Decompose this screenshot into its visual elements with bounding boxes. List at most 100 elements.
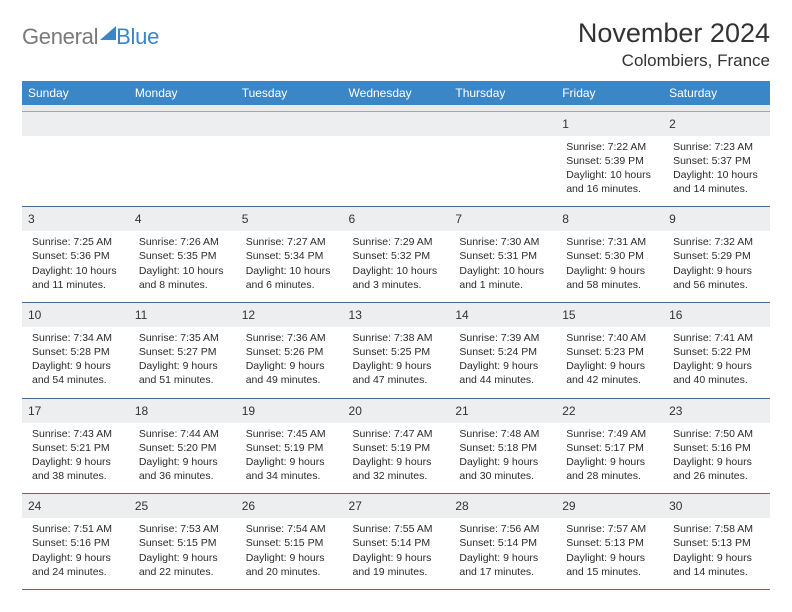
sunrise-line: Sunrise: 7:22 AM bbox=[566, 140, 653, 154]
day-cell: Sunrise: 7:57 AMSunset: 5:13 PMDaylight:… bbox=[556, 518, 663, 589]
day-number-cell: 5 bbox=[236, 207, 343, 232]
day-number-cell: 21 bbox=[449, 398, 556, 423]
daynum-row: 12 bbox=[22, 111, 770, 136]
day-number-cell bbox=[129, 111, 236, 136]
day-number: 11 bbox=[135, 308, 147, 322]
day-cell: Sunrise: 7:43 AMSunset: 5:21 PMDaylight:… bbox=[22, 423, 129, 494]
daylight-line2: and 14 minutes. bbox=[673, 182, 760, 196]
sunset-line: Sunset: 5:39 PM bbox=[566, 154, 653, 168]
day-number-cell bbox=[236, 111, 343, 136]
sunset-line: Sunset: 5:23 PM bbox=[566, 345, 653, 359]
daylight-line2: and 11 minutes. bbox=[32, 278, 119, 292]
sunset-line: Sunset: 5:21 PM bbox=[32, 441, 119, 455]
daylight-line2: and 42 minutes. bbox=[566, 373, 653, 387]
sunset-line: Sunset: 5:14 PM bbox=[353, 536, 440, 550]
daylight-line1: Daylight: 10 hours bbox=[566, 168, 653, 182]
day-cell: Sunrise: 7:47 AMSunset: 5:19 PMDaylight:… bbox=[343, 423, 450, 494]
day-number: 7 bbox=[455, 212, 462, 226]
day-number: 13 bbox=[349, 308, 362, 322]
daylight-line1: Daylight: 9 hours bbox=[246, 551, 333, 565]
day-number-cell bbox=[22, 111, 129, 136]
daylight-line1: Daylight: 9 hours bbox=[353, 455, 440, 469]
sunrise-line: Sunrise: 7:57 AM bbox=[566, 522, 653, 536]
day-cell: Sunrise: 7:56 AMSunset: 5:14 PMDaylight:… bbox=[449, 518, 556, 589]
sunset-line: Sunset: 5:31 PM bbox=[459, 249, 546, 263]
sunset-line: Sunset: 5:24 PM bbox=[459, 345, 546, 359]
weekday-header: Monday bbox=[129, 81, 236, 105]
sunrise-line: Sunrise: 7:51 AM bbox=[32, 522, 119, 536]
sunset-line: Sunset: 5:37 PM bbox=[673, 154, 760, 168]
day-info-row: Sunrise: 7:51 AMSunset: 5:16 PM Daylight:… bbox=[22, 518, 770, 589]
daylight-line1: Daylight: 9 hours bbox=[673, 455, 760, 469]
daylight-line2: and 8 minutes. bbox=[139, 278, 226, 292]
day-number: 17 bbox=[28, 404, 41, 418]
day-number: 8 bbox=[562, 212, 569, 226]
sunrise-line: Sunrise: 7:35 AM bbox=[139, 331, 226, 345]
day-number-cell: 17 bbox=[22, 398, 129, 423]
day-number-cell bbox=[449, 111, 556, 136]
daynum-row: 3456789 bbox=[22, 207, 770, 232]
day-number-cell: 13 bbox=[343, 302, 450, 327]
page-header: General Blue November 2024 Colombiers, F… bbox=[22, 18, 770, 71]
sunrise-line: Sunrise: 7:48 AM bbox=[459, 427, 546, 441]
sunset-line: Sunset: 5:27 PM bbox=[139, 345, 226, 359]
daylight-line1: Daylight: 9 hours bbox=[246, 359, 333, 373]
weekday-header: Wednesday bbox=[343, 81, 450, 105]
daylight-line1: Daylight: 9 hours bbox=[459, 455, 546, 469]
day-number-cell: 27 bbox=[343, 494, 450, 519]
sunset-line: Sunset: 5:35 PM bbox=[139, 249, 226, 263]
day-cell: Sunrise: 7:41 AMSunset: 5:22 PMDaylight:… bbox=[663, 327, 770, 398]
day-number-cell: 4 bbox=[129, 207, 236, 232]
daylight-line1: Daylight: 9 hours bbox=[673, 264, 760, 278]
daylight-line2: and 54 minutes. bbox=[32, 373, 119, 387]
day-cell: Sunrise: 7:32 AMSunset: 5:29 PMDaylight:… bbox=[663, 231, 770, 302]
day-number: 30 bbox=[669, 499, 682, 513]
sunrise-line: Sunrise: 7:45 AM bbox=[246, 427, 333, 441]
day-cell bbox=[343, 136, 450, 207]
day-number-cell: 19 bbox=[236, 398, 343, 423]
sunrise-line: Sunrise: 7:29 AM bbox=[353, 235, 440, 249]
day-number-cell bbox=[343, 111, 450, 136]
daylight-line2: and 47 minutes. bbox=[353, 373, 440, 387]
sunrise-line: Sunrise: 7:47 AM bbox=[353, 427, 440, 441]
sunrise-line: Sunrise: 7:27 AM bbox=[246, 235, 333, 249]
day-number-cell: 26 bbox=[236, 494, 343, 519]
daylight-line2: and 32 minutes. bbox=[353, 469, 440, 483]
day-number-cell: 16 bbox=[663, 302, 770, 327]
sunrise-line: Sunrise: 7:30 AM bbox=[459, 235, 546, 249]
day-cell: Sunrise: 7:38 AMSunset: 5:25 PMDaylight:… bbox=[343, 327, 450, 398]
daylight-line2: and 51 minutes. bbox=[139, 373, 226, 387]
day-number: 22 bbox=[562, 404, 575, 418]
sunrise-line: Sunrise: 7:38 AM bbox=[353, 331, 440, 345]
day-cell: Sunrise: 7:36 AMSunset: 5:26 PMDaylight:… bbox=[236, 327, 343, 398]
daylight-line1: Daylight: 9 hours bbox=[673, 359, 760, 373]
sunset-line: Sunset: 5:29 PM bbox=[673, 249, 760, 263]
daylight-line2: and 44 minutes. bbox=[459, 373, 546, 387]
day-cell: Sunrise: 7:50 AMSunset: 5:16 PMDaylight:… bbox=[663, 423, 770, 494]
day-number: 15 bbox=[562, 308, 575, 322]
day-number-cell: 10 bbox=[22, 302, 129, 327]
sunset-line: Sunset: 5:16 PM bbox=[32, 536, 119, 550]
sunrise-line: Sunrise: 7:36 AM bbox=[246, 331, 333, 345]
day-cell: Sunrise: 7:53 AMSunset: 5:15 PMDaylight:… bbox=[129, 518, 236, 589]
day-info-row: Sunrise: 7:25 AMSunset: 5:36 PMDaylight:… bbox=[22, 231, 770, 302]
day-number-cell: 24 bbox=[22, 494, 129, 519]
sunrise-line: Sunrise: 7:40 AM bbox=[566, 331, 653, 345]
daylight-line2: and 56 minutes. bbox=[673, 278, 760, 292]
day-cell: Sunrise: 7:45 AMSunset: 5:19 PMDaylight:… bbox=[236, 423, 343, 494]
day-cell: Sunrise: 7:58 AMSunset: 5:13 PMDaylight:… bbox=[663, 518, 770, 589]
day-cell: Sunrise: 7:22 AMSunset: 5:39 PMDaylight:… bbox=[556, 136, 663, 207]
day-number: 9 bbox=[669, 212, 676, 226]
day-number: 5 bbox=[242, 212, 249, 226]
location-label: Colombiers, France bbox=[578, 51, 770, 71]
day-number-cell: 25 bbox=[129, 494, 236, 519]
daylight-line2: and 34 minutes. bbox=[246, 469, 333, 483]
day-number-cell: 2 bbox=[663, 111, 770, 136]
day-cell: Sunrise: 7:48 AMSunset: 5:18 PMDaylight:… bbox=[449, 423, 556, 494]
month-title: November 2024 bbox=[578, 18, 770, 49]
day-number-cell: 29 bbox=[556, 494, 663, 519]
sunset-line: Sunset: 5:19 PM bbox=[246, 441, 333, 455]
sunrise-line: Sunrise: 7:26 AM bbox=[139, 235, 226, 249]
daylight-line2: and 17 minutes. bbox=[459, 565, 546, 579]
day-info-row: Sunrise: 7:43 AMSunset: 5:21 PMDaylight:… bbox=[22, 423, 770, 494]
